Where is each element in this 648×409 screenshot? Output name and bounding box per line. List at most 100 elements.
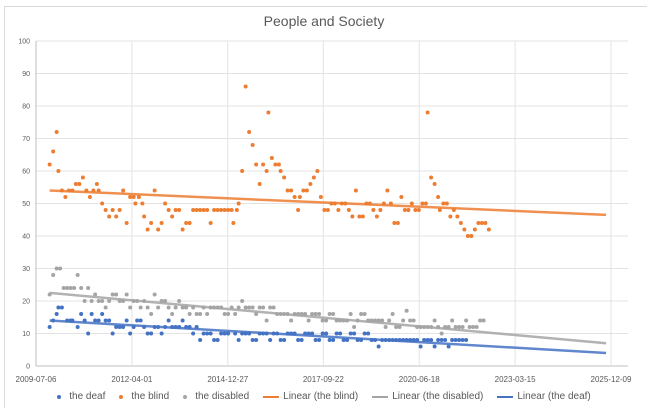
point-the-blind <box>194 208 199 212</box>
point-the-deaf <box>355 338 360 342</box>
point-the-deaf <box>114 325 119 329</box>
point-the-blind <box>436 195 441 199</box>
y-tick-label: 50 <box>22 201 30 208</box>
legend-item: Linear (the blind) <box>263 391 358 402</box>
point-the-deaf <box>443 338 448 342</box>
point-the-deaf <box>215 338 220 342</box>
point-the-disabled <box>359 312 364 316</box>
point-the-blind <box>170 214 175 219</box>
point-the-disabled <box>443 325 448 329</box>
point-the-deaf <box>59 305 64 310</box>
point-the-blind <box>444 201 449 206</box>
point-the-deaf <box>212 338 217 342</box>
point-the-disabled <box>100 299 105 303</box>
point-the-deaf <box>369 338 374 342</box>
point-the-deaf <box>180 318 185 323</box>
trendline-linear-the-deaf <box>49 319 607 355</box>
point-the-disabled <box>222 312 227 316</box>
point-the-blind <box>416 208 421 212</box>
point-the-disabled <box>51 273 56 277</box>
x-tick-label: 2012-04-01 <box>111 375 152 384</box>
point-the-blind <box>131 195 136 199</box>
point-the-deaf <box>250 338 255 342</box>
point-the-blind <box>212 208 217 212</box>
point-the-deaf <box>352 331 357 336</box>
point-the-blind <box>285 188 290 193</box>
point-the-blind <box>80 175 85 180</box>
point-the-deaf <box>275 331 280 336</box>
point-the-disabled <box>282 312 287 316</box>
point-the-deaf <box>156 325 161 329</box>
point-the-blind <box>140 201 145 206</box>
point-the-disabled <box>338 318 343 323</box>
x-tick-label: 2009-07-06 <box>16 375 57 384</box>
point-the-disabled <box>117 299 122 303</box>
point-the-blind <box>273 162 278 167</box>
point-the-deaf <box>271 331 276 336</box>
legend-label: the blind <box>131 391 170 402</box>
point-the-disabled <box>68 286 73 290</box>
point-the-disabled <box>128 305 133 310</box>
point-the-deaf <box>107 318 112 323</box>
point-the-blind <box>409 201 414 206</box>
point-the-blind <box>278 169 283 173</box>
point-the-deaf <box>135 318 140 323</box>
point-the-disabled <box>257 305 262 310</box>
point-the-blind <box>371 208 376 212</box>
point-the-disabled <box>198 312 203 316</box>
point-the-disabled <box>86 286 91 290</box>
point-the-disabled <box>254 312 259 316</box>
point-the-blind <box>458 221 463 225</box>
point-the-disabled <box>278 312 283 316</box>
point-the-deaf <box>453 338 458 342</box>
point-the-disabled <box>173 305 178 310</box>
point-the-blind <box>343 201 348 206</box>
point-the-disabled <box>240 299 245 303</box>
point-the-blind <box>208 221 213 225</box>
point-the-disabled <box>215 305 220 310</box>
point-the-deaf <box>121 325 126 329</box>
point-the-deaf <box>436 338 441 342</box>
point-the-disabled <box>79 286 84 290</box>
point-the-deaf <box>331 338 336 342</box>
point-the-disabled <box>345 318 350 323</box>
point-the-blind <box>479 221 484 225</box>
point-the-deaf <box>82 318 87 323</box>
point-the-deaf <box>247 331 252 336</box>
point-the-disabled <box>376 318 381 323</box>
point-the-deaf <box>233 331 238 336</box>
point-the-disabled <box>184 305 189 310</box>
legend-line-icon <box>372 395 389 398</box>
point-the-disabled <box>131 299 136 303</box>
point-the-disabled <box>264 318 269 323</box>
point-the-disabled <box>439 331 444 336</box>
point-the-deaf <box>173 325 178 329</box>
point-the-disabled <box>394 325 399 329</box>
point-the-blind <box>51 149 56 154</box>
point-the-disabled <box>205 312 210 316</box>
point-the-blind <box>374 214 379 219</box>
point-the-blind <box>191 208 196 212</box>
point-the-disabled <box>65 286 70 290</box>
point-the-disabled <box>236 305 241 310</box>
point-the-blind <box>184 221 189 225</box>
point-the-disabled <box>422 325 427 329</box>
point-the-blind <box>297 195 302 199</box>
point-the-deaf <box>47 325 52 329</box>
point-the-blind <box>413 208 418 212</box>
point-the-blind <box>63 195 68 199</box>
point-the-disabled <box>152 292 157 297</box>
point-the-disabled <box>436 325 441 329</box>
point-the-disabled <box>180 305 185 310</box>
point-the-blind <box>187 221 192 225</box>
point-the-blind <box>103 208 108 212</box>
point-the-deaf <box>142 325 147 329</box>
point-the-deaf <box>380 338 385 342</box>
point-the-blind <box>205 208 210 212</box>
point-the-disabled <box>366 318 371 323</box>
point-the-deaf <box>261 331 266 336</box>
point-the-blind <box>128 195 133 199</box>
point-the-deaf <box>373 338 378 342</box>
point-the-deaf <box>397 338 402 342</box>
point-the-disabled <box>187 312 192 316</box>
